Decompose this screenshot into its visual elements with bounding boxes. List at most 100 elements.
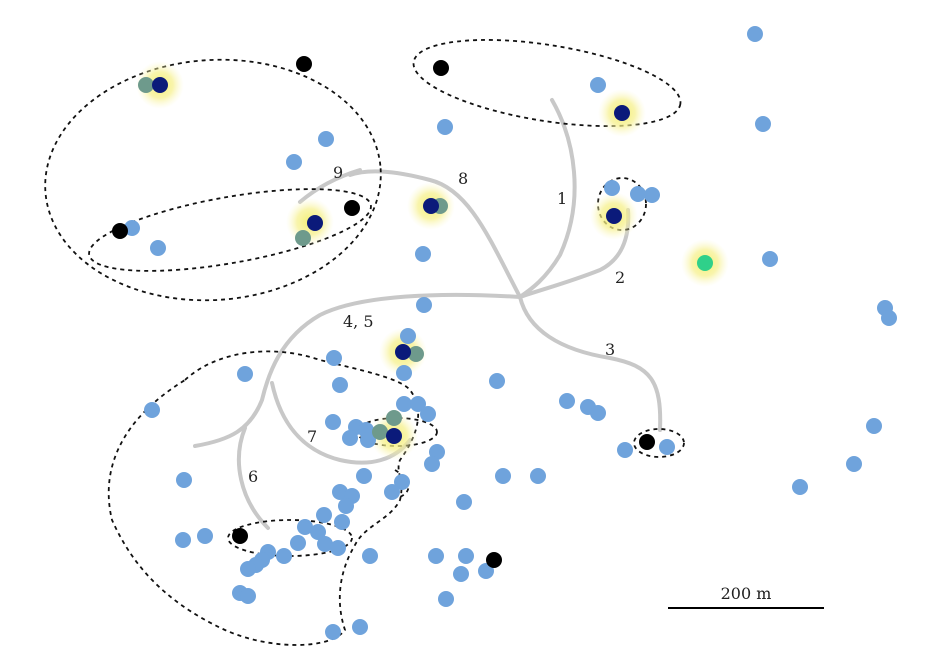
site-point	[630, 186, 646, 202]
site-point	[396, 365, 412, 381]
site-point	[124, 220, 140, 236]
black-site	[232, 528, 248, 544]
site-point	[453, 566, 469, 582]
highlighted-site	[152, 77, 168, 93]
site-point	[846, 456, 862, 472]
site-point	[456, 494, 472, 510]
highlighted-site	[395, 344, 411, 360]
site-point	[240, 561, 256, 577]
site-point	[415, 246, 431, 262]
route-9	[298, 168, 362, 204]
scale-bar: 200 m	[668, 584, 824, 609]
site-point	[290, 535, 306, 551]
site-point	[318, 131, 334, 147]
site-point	[356, 468, 372, 484]
site-point	[495, 468, 511, 484]
site-point	[438, 591, 454, 607]
cluster-left-inner	[88, 188, 372, 272]
site-point	[240, 588, 256, 604]
black-site	[486, 552, 502, 568]
site-point	[755, 116, 771, 132]
clusters-layer	[44, 39, 685, 646]
site-point	[400, 328, 416, 344]
site-point	[617, 442, 633, 458]
route-1	[518, 98, 577, 299]
site-point	[176, 472, 192, 488]
route-label-4-5: 4, 5	[343, 312, 374, 331]
site-point	[416, 297, 432, 313]
site-point	[424, 456, 440, 472]
site-point-overlap	[295, 230, 311, 246]
site-point	[394, 474, 410, 490]
site-point	[604, 180, 620, 196]
site-point	[396, 396, 412, 412]
route-8	[348, 169, 522, 299]
site-point	[316, 507, 332, 523]
cluster-small-right	[597, 177, 647, 231]
route-label-3: 3	[605, 340, 615, 359]
site-point-overlap	[138, 77, 154, 93]
site-point	[881, 310, 897, 326]
site-point	[428, 548, 444, 564]
black-site	[344, 200, 360, 216]
site-point	[792, 479, 808, 495]
green-site	[697, 255, 713, 271]
site-point	[384, 484, 400, 500]
site-point-overlap	[408, 346, 424, 362]
site-point-overlap	[386, 410, 402, 426]
route-3	[518, 295, 663, 432]
site-point	[310, 524, 326, 540]
site-point	[362, 548, 378, 564]
site-point	[530, 468, 546, 484]
site-point	[429, 444, 445, 460]
cluster-route-3-end	[633, 428, 685, 458]
highlighted-site	[423, 198, 439, 214]
black-site	[433, 60, 449, 76]
highlighted-site	[606, 208, 622, 224]
cluster-top-center	[412, 39, 682, 127]
site-point	[144, 402, 160, 418]
site-point	[237, 366, 253, 382]
site-point	[360, 432, 376, 448]
site-point	[590, 77, 606, 93]
site-point	[276, 548, 292, 564]
route-label-9: 9	[333, 163, 343, 182]
site-point	[332, 377, 348, 393]
black-site	[639, 434, 655, 450]
site-point	[559, 393, 575, 409]
route-labels: 1 2 3 4, 5 6 7 8 9	[248, 163, 625, 486]
site-point	[338, 498, 354, 514]
site-point	[330, 540, 346, 556]
route-label-2: 2	[615, 268, 625, 287]
site-point	[644, 187, 660, 203]
cluster-lower-left	[107, 350, 420, 646]
route-label-7: 7	[307, 427, 317, 446]
route-label-1: 1	[557, 189, 567, 208]
site-point	[747, 26, 763, 42]
site-point	[437, 119, 453, 135]
site-point	[590, 405, 606, 421]
site-point	[150, 240, 166, 256]
site-point	[352, 619, 368, 635]
highlighted-site	[307, 215, 323, 231]
site-point	[410, 396, 426, 412]
site-point	[325, 414, 341, 430]
site-point	[659, 439, 675, 455]
points-layer	[112, 26, 897, 640]
site-point	[866, 418, 882, 434]
scale-label: 200 m	[721, 584, 772, 603]
site-point	[342, 430, 358, 446]
site-point	[286, 154, 302, 170]
site-point	[175, 532, 191, 548]
route-label-8: 8	[458, 169, 468, 188]
black-site	[296, 56, 312, 72]
site-point	[458, 548, 474, 564]
site-point	[334, 514, 350, 530]
site-point	[478, 563, 494, 579]
black-site	[112, 223, 128, 239]
highlighted-site	[386, 428, 402, 444]
site-point	[489, 373, 505, 389]
site-point	[317, 536, 333, 552]
